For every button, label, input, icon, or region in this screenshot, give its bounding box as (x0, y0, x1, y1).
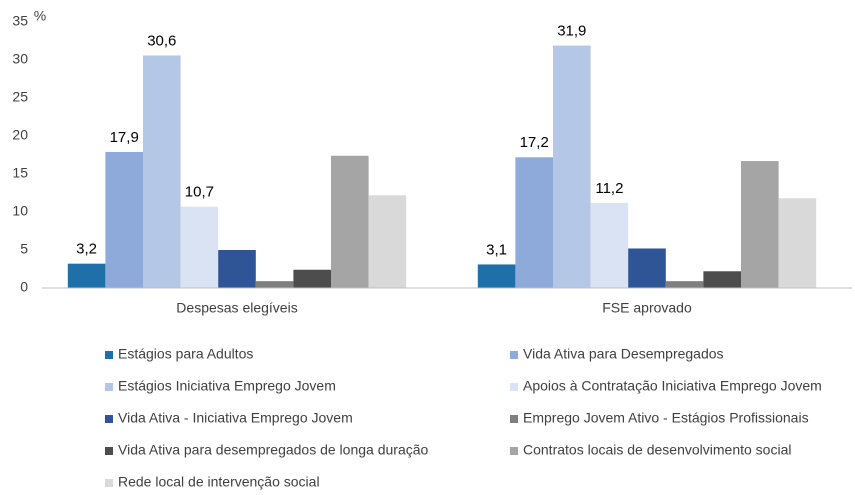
bar (515, 157, 553, 288)
bar (293, 269, 331, 288)
y-tick-label: 15 (12, 165, 28, 181)
bar (331, 155, 369, 288)
y-tick-label: 5 (20, 241, 28, 257)
bar (628, 248, 666, 288)
legend-label: Contratos locais de desenvolvimento soci… (523, 442, 791, 458)
value-label: 30,6 (147, 32, 176, 49)
legend-swatch (105, 447, 113, 455)
legend-swatch (510, 383, 518, 391)
y-axis-label: % (34, 8, 46, 24)
x-tick-label: FSE aprovado (602, 300, 692, 316)
legend-label: Vida Ativa para desempregados de longa d… (118, 442, 429, 458)
y-tick-label: 0 (20, 279, 28, 295)
value-label: 31,9 (557, 23, 586, 40)
bar (218, 250, 256, 288)
x-tick-label: Despesas elegíveis (176, 300, 297, 316)
legend-swatch (105, 479, 113, 487)
bar (477, 264, 516, 288)
legend-label: Emprego Jovem Ativo - Estágios Profissio… (523, 410, 809, 426)
legend-swatch (105, 383, 113, 391)
bar (553, 45, 591, 289)
bar (67, 263, 106, 288)
value-label: 17,2 (520, 134, 549, 151)
bar (368, 195, 407, 288)
legend-swatch (510, 351, 518, 359)
value-label: 11,2 (595, 180, 623, 197)
legend-label: Estágios Iniciativa Emprego Jovem (118, 378, 336, 394)
legend-label: Estágios para Adultos (118, 346, 253, 362)
bar (105, 151, 143, 288)
legend-swatch (510, 415, 518, 423)
value-label: 3,1 (486, 241, 507, 258)
bar (255, 281, 294, 288)
bar (703, 271, 741, 288)
bar (180, 206, 219, 288)
legend-swatch (105, 415, 113, 423)
legend-label: Vida Ativa para Desempregados (523, 346, 724, 362)
bar (741, 161, 779, 288)
bar (143, 55, 181, 288)
y-tick-label: 20 (12, 127, 28, 143)
legend-label: Vida Ativa - Iniciativa Emprego Jovem (118, 410, 353, 426)
y-tick-label: 30 (12, 51, 28, 67)
value-label: 3,2 (76, 241, 97, 258)
y-tick-label: 25 (12, 89, 28, 105)
legend-swatch (105, 351, 113, 359)
value-label: 17,9 (110, 129, 139, 146)
bar (665, 281, 704, 288)
bar (778, 198, 817, 288)
y-tick-label: 10 (12, 203, 28, 219)
value-label: 10,7 (185, 184, 214, 201)
legend-label: Apoios à Contratação Iniciativa Emprego … (523, 378, 822, 394)
legend-label: Rede local de intervenção social (118, 474, 320, 490)
bar (590, 202, 629, 288)
y-tick-label: 35 (12, 13, 28, 29)
legend-swatch (510, 447, 518, 455)
